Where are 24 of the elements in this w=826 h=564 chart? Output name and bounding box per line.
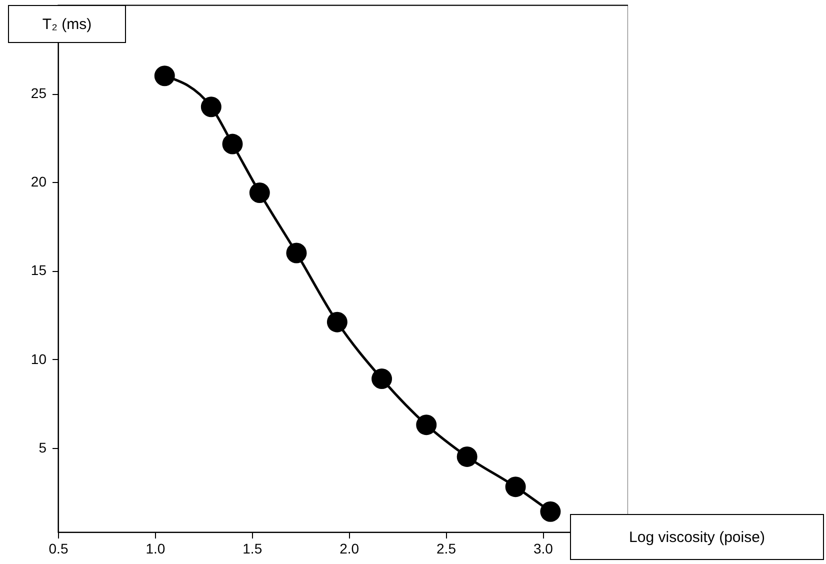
y-tick-label: 25 [30,85,47,102]
x-tick-label: 2.5 [436,540,456,556]
point [326,312,348,332]
point [505,476,526,498]
label-box: Log viscosity (poise) [570,514,824,560]
point [456,446,478,467]
y-tick-label: 10 [30,350,47,367]
x-tick-label: 2.0 [340,540,360,556]
point [286,242,307,264]
point [200,96,222,118]
x-tick-label: 3.0 [533,540,554,556]
point [416,414,437,436]
y-tick-label: 20 [30,174,47,190]
point [249,182,270,203]
x-tick-label: 1.0 [146,540,166,556]
label-box: T₂ (ms) [8,5,126,43]
x-tick-label: 1.5 [242,540,262,556]
y-tick-label: 5 [38,439,47,456]
point [154,66,175,86]
point [222,134,243,154]
x-tick-label: 0.5 [48,540,68,556]
point [372,368,392,389]
point [540,501,561,522]
y-tick-label: 15 [30,262,47,278]
